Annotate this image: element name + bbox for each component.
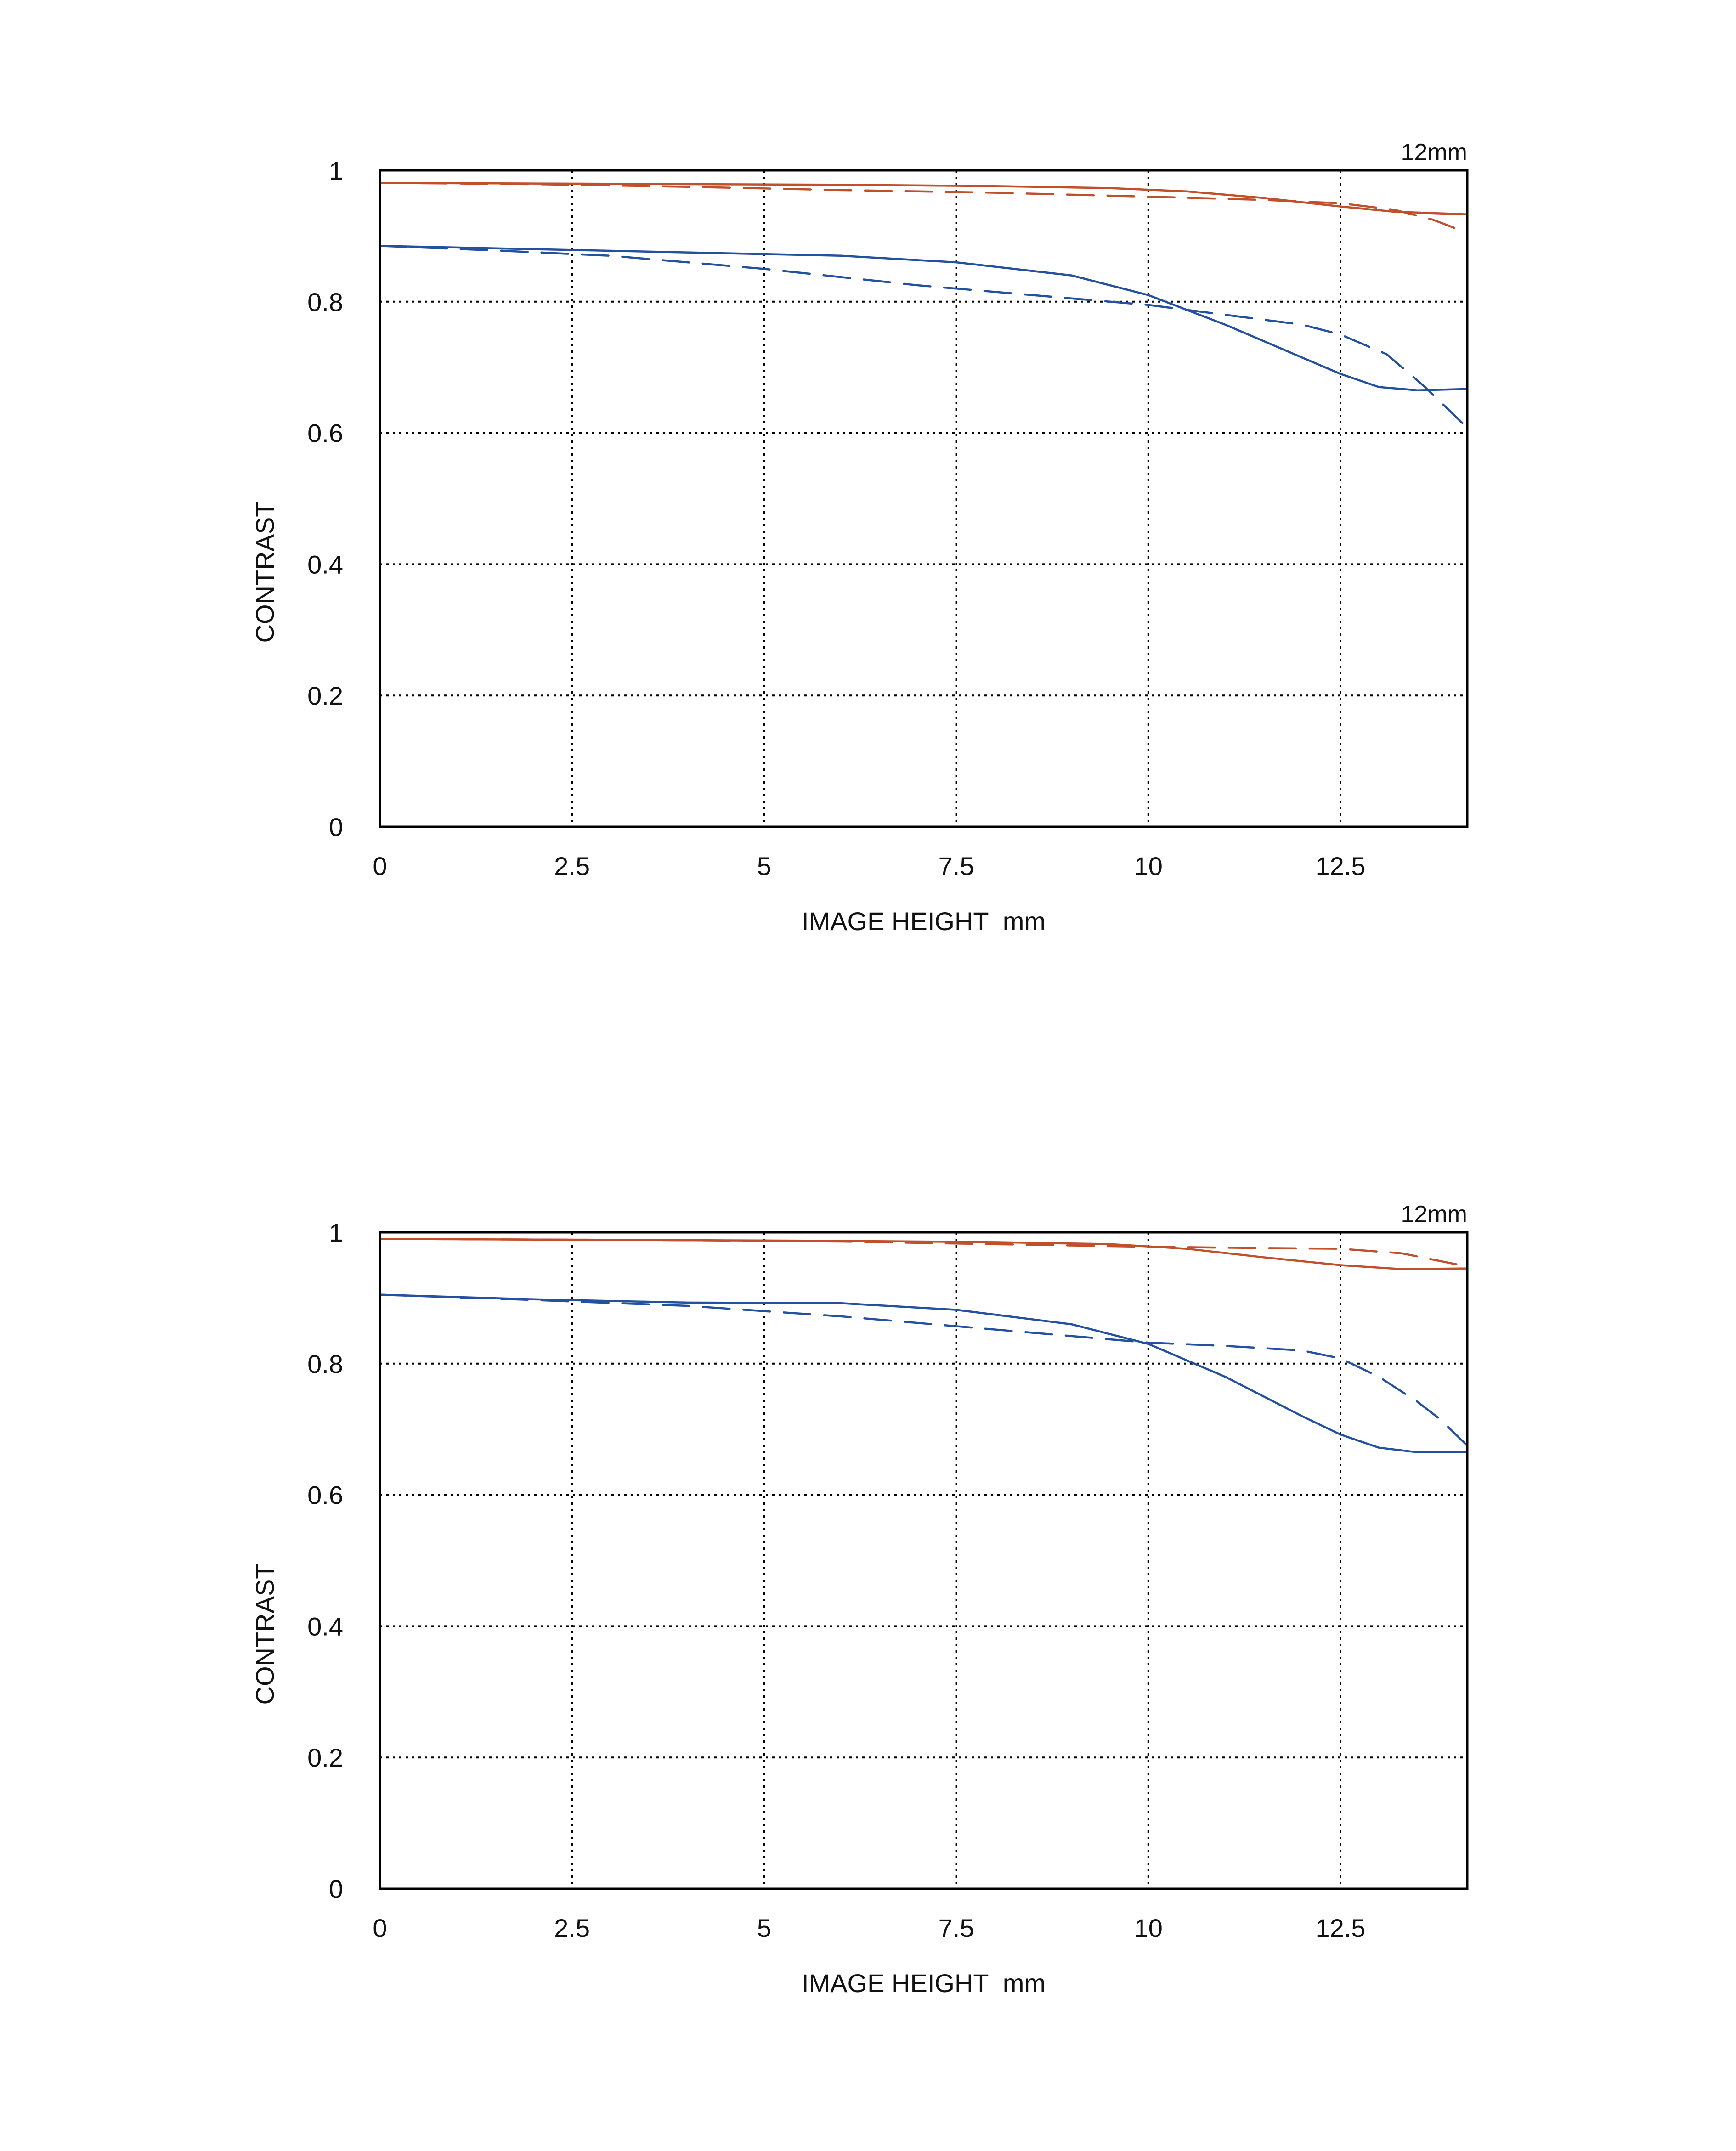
- chart-title: 12mm: [1401, 139, 1467, 166]
- mtf-curve-red-solid: [379, 181, 1469, 215]
- y-tick-label: 0.6: [307, 1481, 343, 1510]
- x-tick-label: 12.5: [1315, 1914, 1365, 1942]
- x-tick-label: 10: [1134, 852, 1163, 881]
- y-tick-label: 0.4: [307, 1612, 343, 1641]
- x-axis-label: IMAGE HEIGHT mm: [802, 907, 1046, 936]
- mtf-curve-red-dashed: [379, 1238, 1469, 1268]
- chart-title: 12mm: [1401, 1201, 1467, 1228]
- y-tick-label: 0.2: [307, 681, 343, 710]
- x-tick-label: 12.5: [1315, 852, 1365, 881]
- y-tick-label: 0.6: [307, 419, 343, 448]
- x-tick-label: 5: [757, 852, 771, 881]
- y-axis-label: CONTRAST: [250, 502, 279, 643]
- mtf-curve-blue-dashed: [379, 1293, 1469, 1447]
- x-tick-label: 7.5: [939, 852, 974, 881]
- x-tick-label: 2.5: [554, 852, 590, 881]
- y-tick-label: 0.2: [307, 1743, 343, 1772]
- y-axis-label: CONTRAST: [250, 1564, 279, 1705]
- x-tick-label: 2.5: [554, 1914, 590, 1942]
- mtf-curve-blue-dashed: [379, 245, 1469, 429]
- y-tick-label: 1: [329, 156, 343, 185]
- mtf-chart-1: 12mm 0 2.5 5 7.5 10 12.5 0 0.2 0.4 0.6 0.8 1 IMAGE HE…: [250, 139, 1469, 936]
- mtf-curve-blue-solid: [379, 1293, 1469, 1453]
- mtf-curve-blue-solid: [379, 245, 1469, 391]
- x-tick-label: 5: [757, 1914, 771, 1942]
- x-tick-label: 0: [373, 1914, 387, 1942]
- plot-frame: [379, 1231, 1469, 1890]
- x-tick-label: 7.5: [939, 1914, 974, 1942]
- y-tick-label: 0: [329, 813, 343, 841]
- mtf-chart-2: 12mm 0 2.5 5 7.5 10 12.5 0 0.2 0.4 0.6 0.8 1 IMAGE HE…: [250, 1201, 1469, 1998]
- y-tick-label: 0.8: [307, 1349, 343, 1378]
- plot-frame: [379, 169, 1469, 828]
- y-tick-label: 0.8: [307, 288, 343, 316]
- y-tick-label: 0: [329, 1874, 343, 1903]
- y-tick-label: 0.4: [307, 550, 343, 579]
- y-tick-label: 1: [329, 1218, 343, 1247]
- x-tick-label: 10: [1134, 1914, 1163, 1942]
- x-axis-label: IMAGE HEIGHT mm: [802, 1969, 1046, 1998]
- x-tick-label: 0: [373, 852, 387, 881]
- mtf-curve-red-dashed: [379, 181, 1469, 234]
